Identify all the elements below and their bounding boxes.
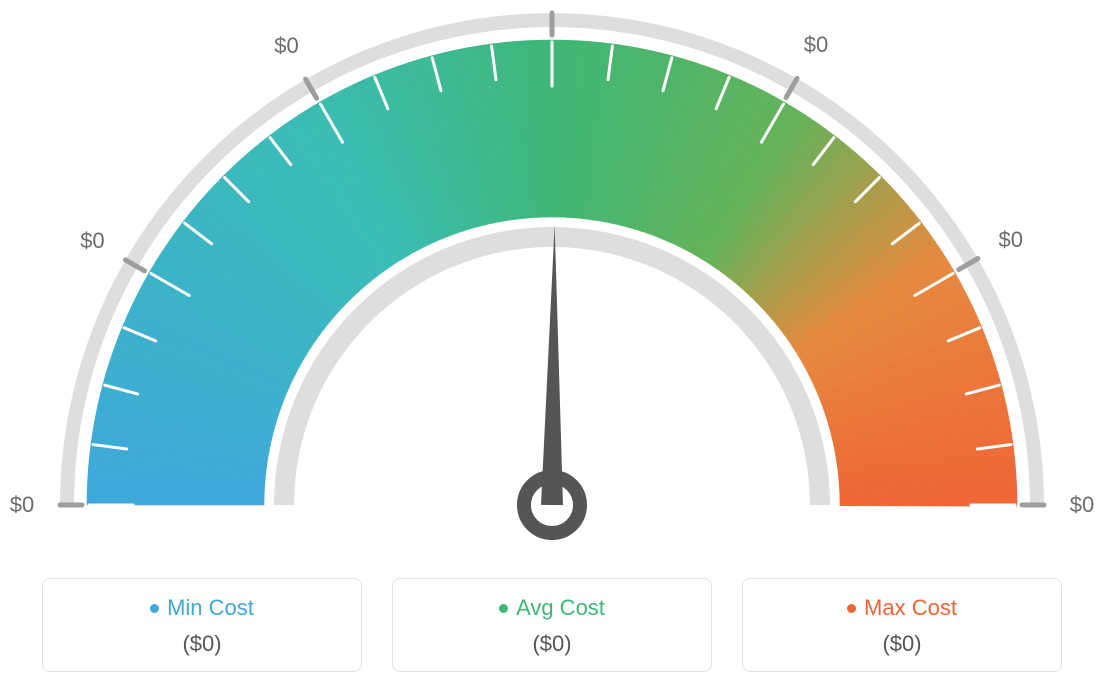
gauge-tick-label: $0 bbox=[80, 228, 104, 254]
legend-card-avg: Avg Cost ($0) bbox=[392, 578, 712, 672]
legend-label-avg: Avg Cost bbox=[516, 595, 605, 621]
gauge-svg bbox=[0, 0, 1104, 560]
gauge-tick-label: $0 bbox=[998, 227, 1022, 253]
gauge-tick-label: $0 bbox=[274, 33, 298, 59]
legend-label-max: Max Cost bbox=[864, 595, 957, 621]
legend-dot-avg bbox=[499, 604, 508, 613]
legend-dot-max bbox=[847, 604, 856, 613]
gauge-tick-label: $0 bbox=[804, 32, 828, 58]
legend-label-min: Min Cost bbox=[167, 595, 254, 621]
legend-value-max: ($0) bbox=[753, 631, 1051, 657]
gauge-tick-label: $0 bbox=[10, 492, 34, 518]
legend-value-avg: ($0) bbox=[403, 631, 701, 657]
legend-dot-min bbox=[150, 604, 159, 613]
cost-gauge-chart: $0$0$0$0$0$0$0 bbox=[0, 0, 1104, 560]
legend-row: Min Cost ($0) Avg Cost ($0) Max Cost ($0… bbox=[42, 578, 1062, 672]
legend-value-min: ($0) bbox=[53, 631, 351, 657]
legend-card-max: Max Cost ($0) bbox=[742, 578, 1062, 672]
gauge-tick-label: $0 bbox=[1070, 492, 1094, 518]
legend-card-min: Min Cost ($0) bbox=[42, 578, 362, 672]
